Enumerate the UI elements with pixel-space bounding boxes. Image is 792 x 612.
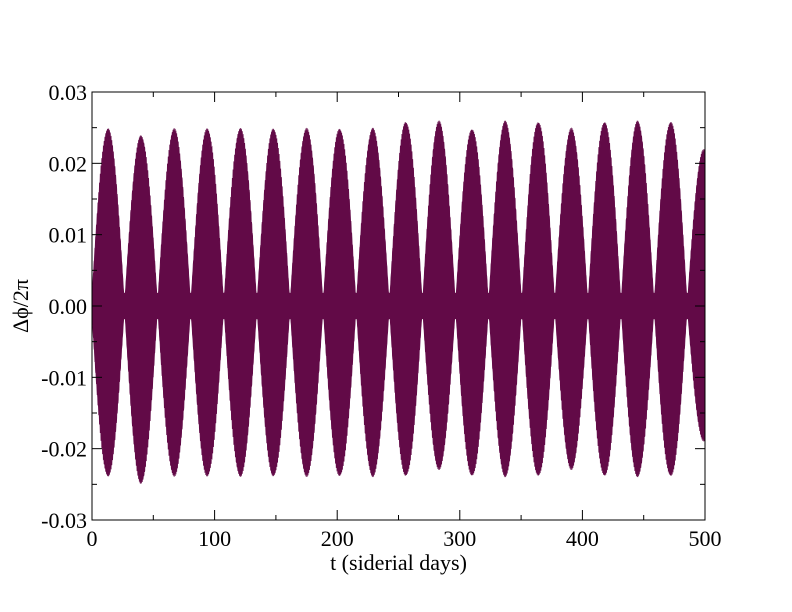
series-layer [91, 120, 706, 484]
x-tick-label: 0 [87, 526, 98, 551]
x-tick-label: 400 [566, 526, 599, 551]
y-tick-label: 0.01 [49, 223, 88, 248]
x-tick-label: 300 [443, 526, 476, 551]
x-tick-label: 100 [198, 526, 231, 551]
series-0-band [91, 120, 706, 484]
y-tick-label: 0.00 [49, 294, 88, 319]
y-tick-label: 0.03 [49, 80, 88, 105]
y-axis-title: Δϕ/2π [8, 279, 33, 333]
y-tick-label: -0.01 [41, 365, 87, 390]
y-tick-label: -0.03 [41, 508, 87, 533]
x-tick-label: 200 [321, 526, 354, 551]
x-tick-label: 500 [689, 526, 722, 551]
x-axis-title: t (siderial days) [330, 550, 467, 575]
axes-layer: 0 100 200 300 400 500 -0.03 -0.02 -0.01 0.00 0.01 0… [41, 80, 721, 551]
y-tick-label: -0.02 [41, 437, 87, 462]
y-tick-label: 0.02 [49, 151, 88, 176]
